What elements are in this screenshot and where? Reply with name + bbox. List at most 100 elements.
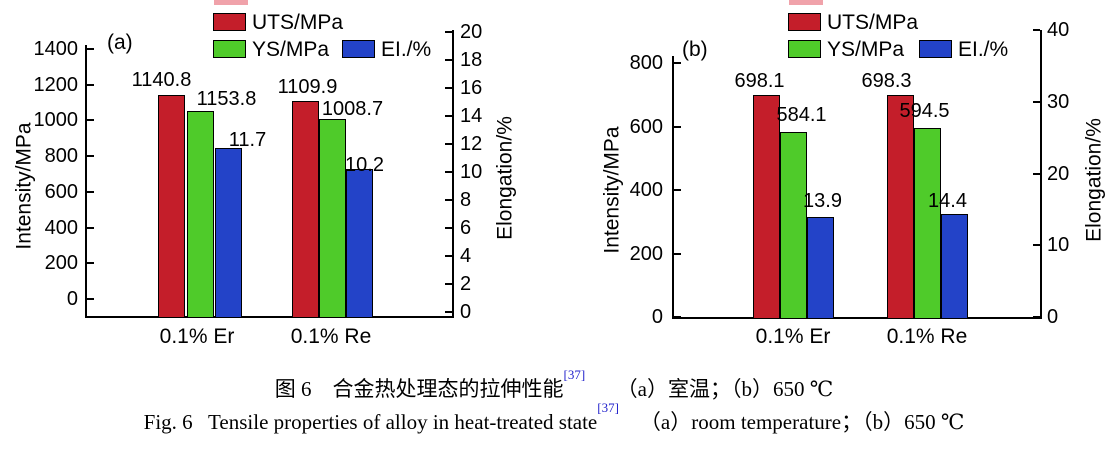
caption-zh-text: 图 6 合金热处理态的拉伸性能 [274, 377, 564, 401]
right-axis-tick-label: 10 [460, 161, 483, 183]
right-axis-tick [445, 87, 452, 89]
legend-label-ys: YS/MPa [252, 38, 330, 61]
right-axis-tick-label: 40 [1047, 19, 1070, 41]
right-axis-title: Elongation/% [1082, 118, 1106, 242]
right-axis-tick-label: 0 [460, 301, 472, 323]
left-axis-tick [674, 252, 681, 255]
caption-en-text: Fig. 6 Tensile properties of alloy in he… [143, 410, 598, 434]
left-axis-tick [674, 125, 681, 128]
right-axis-tick [445, 171, 452, 173]
category-label-1: 0.1% Er [159, 325, 235, 348]
left-axis-tick [87, 226, 94, 229]
caption-zh-suffix: （a）室温；（b）650 ℃ [585, 377, 834, 401]
value-label-ei-group1: 13.9 [803, 190, 842, 213]
right-axis-tick-label: 20 [1047, 162, 1070, 185]
right-axis-tick-label: 30 [1047, 90, 1070, 113]
bar-ys-group2 [319, 118, 346, 318]
right-axis-tick [445, 31, 452, 33]
left-axis-tick [87, 298, 94, 300]
legend-label-ei: EI./% [958, 38, 1009, 61]
left-axis-tick [674, 189, 681, 191]
bar-ys-group1 [187, 110, 214, 318]
right-axis-title: Elongation/% [493, 116, 517, 240]
right-axis-tick [1033, 172, 1040, 175]
value-label-ys-group2: 1008.7 [321, 97, 384, 120]
right-axis-tick-label: 8 [460, 189, 472, 211]
right-axis-tick-label: 16 [460, 77, 483, 99]
right-axis-tick [445, 283, 452, 285]
legend-swatch-ys [213, 40, 246, 58]
left-axis-title: Intensity/MPa [12, 122, 36, 250]
left-axis-tick [674, 62, 681, 64]
left-axis-tick-label: 1000 [33, 109, 79, 132]
bar-uts-group1 [753, 95, 780, 319]
value-label-ys-group1: 1153.8 [196, 87, 257, 110]
left-axis-tick-label: 600 [44, 180, 78, 203]
left-axis-title: Intensity/MPa [600, 126, 624, 254]
bar-ys-group1 [780, 131, 807, 319]
legend-label-ys: YS/MPa [827, 38, 905, 61]
right-axis-line [1040, 30, 1042, 319]
bar-ei-group1 [215, 148, 242, 318]
left-axis-tick-label: 600 [629, 115, 663, 138]
category-label-1: 0.1% Er [755, 325, 831, 348]
right-axis-tick [1033, 316, 1040, 318]
value-label-ei-group2: 14.4 [928, 189, 967, 212]
panel-letter: (a) [107, 31, 133, 54]
right-axis-tick [1033, 100, 1040, 103]
right-axis-tick [1033, 244, 1040, 247]
legend-cropped-swatch [789, 0, 823, 5]
right-axis-tick [445, 143, 452, 145]
left-axis-tick-label: 0 [651, 306, 663, 328]
caption-zh-reference: [37] [563, 367, 586, 382]
bar-uts-group1 [158, 95, 185, 318]
right-axis-tick [445, 199, 452, 201]
right-axis-tick-label: 0 [1047, 306, 1059, 328]
right-axis-tick-label: 6 [460, 217, 472, 239]
right-axis-tick [445, 255, 452, 257]
left-axis-tick-label: 800 [44, 145, 78, 168]
legend-label-uts: UTS/MPa [252, 11, 344, 34]
bar-ei-group2 [346, 169, 373, 318]
right-axis-line [452, 30, 454, 318]
value-label-ei-group1: 11.7 [228, 129, 267, 152]
left-axis-tick [87, 119, 94, 122]
left-axis-line [672, 56, 674, 319]
left-axis-tick-label: 400 [44, 216, 78, 239]
right-axis-tick-label: 10 [1047, 234, 1070, 257]
bar-ei-group2 [941, 213, 968, 319]
right-axis-tick [445, 59, 452, 61]
bar-ys-group2 [914, 128, 941, 319]
caption-en-suffix: （a）room temperature；（b）650 ℃ [618, 410, 965, 434]
left-axis-tick [87, 190, 94, 193]
bar-uts-group2 [887, 95, 914, 319]
right-axis-tick-label: 2 [460, 273, 472, 295]
legend-swatch-ei [919, 40, 952, 58]
right-axis-tick-label: 4 [460, 245, 472, 267]
x-axis-line [85, 316, 454, 318]
legend-swatch-uts [213, 13, 246, 31]
bar-uts-group2 [292, 100, 319, 318]
right-axis-tick [1033, 29, 1040, 31]
left-axis-tick-label: 0 [66, 288, 78, 310]
left-axis-tick-label: 1400 [33, 37, 79, 60]
category-label-2: 0.1% Re [886, 325, 968, 348]
legend-swatch-ys [788, 40, 821, 58]
right-axis-tick-label: 20 [460, 21, 483, 43]
right-axis-tick-label: 12 [460, 133, 483, 155]
legend-label-ei: EI./% [381, 38, 432, 61]
x-axis-line [672, 317, 1042, 319]
left-axis-tick-label: 400 [629, 179, 663, 201]
left-axis-tick [87, 83, 94, 86]
right-axis-tick [445, 311, 452, 313]
right-axis-tick-label: 18 [460, 49, 483, 71]
left-axis-tick [87, 155, 94, 158]
legend-label-uts: UTS/MPa [827, 11, 919, 34]
value-label-uts-group1: 698.1 [734, 70, 785, 93]
right-axis-tick [445, 115, 452, 117]
value-label-ys-group1: 584.1 [776, 103, 827, 126]
category-label-2: 0.1% Re [290, 325, 372, 348]
value-label-uts-group2: 698.3 [861, 70, 912, 93]
caption-zh: 图 6 合金热处理态的拉伸性能[37] （a）室温；（b）650 ℃ [0, 367, 1108, 402]
